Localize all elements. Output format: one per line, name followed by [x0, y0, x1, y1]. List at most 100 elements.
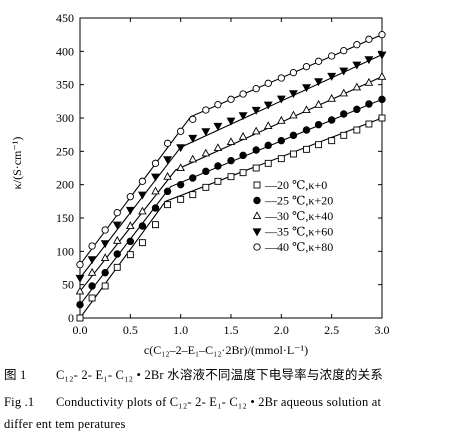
data-point [277, 74, 285, 82]
data-point [377, 51, 387, 60]
data-point [364, 77, 374, 86]
data-point [201, 128, 211, 137]
data-point [327, 72, 337, 81]
data-point [239, 90, 247, 98]
y-tick-label: 400 [56, 44, 74, 58]
data-point [327, 116, 336, 124]
caption-cn-label: 图 1 [4, 368, 27, 382]
data-point [138, 177, 147, 185]
data-point [327, 93, 336, 102]
y-tick-label: 450 [56, 11, 74, 25]
data-point [289, 131, 298, 140]
data-point [264, 141, 272, 150]
fit-line [79, 54, 383, 279]
data-point [126, 251, 134, 259]
data-point [100, 240, 110, 249]
data-point [340, 131, 348, 139]
fit-line [79, 117, 383, 319]
fit-line [79, 34, 383, 265]
data-point [214, 162, 222, 170]
data-point [252, 85, 260, 93]
series-5 [76, 31, 386, 269]
plot-frame [79, 17, 383, 319]
data-point [339, 88, 349, 97]
data-point [238, 112, 248, 121]
data-point [365, 100, 373, 108]
legend-item: —30 ℃,κ+40 [252, 209, 333, 223]
legend: —20 ℃,κ+0 —25 ℃,κ+20—30 ℃,κ+40 —35 ℃,κ+60—… [252, 178, 333, 254]
data-point [252, 146, 260, 154]
data-point [75, 274, 85, 283]
data-point [302, 105, 311, 114]
data-point [339, 67, 349, 76]
data-point [125, 206, 135, 215]
data-point [151, 173, 160, 182]
data-point [151, 204, 160, 212]
data-point [365, 120, 373, 128]
legend-label: —35 ℃,κ+60 [264, 225, 333, 239]
data-point [138, 222, 147, 230]
y-tick-label: 200 [56, 178, 74, 192]
legend-item: —25 ℃,κ+20 [253, 194, 333, 208]
data-point [87, 267, 97, 276]
data-point [314, 99, 323, 108]
legend-item: —35 ℃,κ+60 [252, 225, 333, 239]
data-point [340, 110, 348, 118]
data-point [151, 159, 160, 167]
data-point [328, 137, 336, 145]
data-point [76, 300, 84, 309]
data-point [163, 187, 172, 196]
data-point [126, 193, 134, 201]
series-1 [76, 114, 386, 322]
data-point [263, 121, 273, 130]
data-point [227, 173, 235, 181]
data-point [238, 131, 248, 140]
data-point [252, 164, 260, 172]
data-point [340, 47, 348, 55]
y-tick-label: 250 [56, 144, 74, 158]
data-point [113, 250, 121, 258]
data-point [176, 163, 185, 172]
data-point [378, 114, 386, 122]
axes: 0.0 0.5 1.0 1.5 2.0 2.5 3.0 0 50 100 150 200 250 300 3… [56, 11, 390, 337]
data-point [353, 126, 361, 134]
x-tick-label: 0.0 [73, 323, 88, 337]
data-points [75, 31, 387, 322]
data-point [100, 253, 110, 262]
x-axis-label: c(C₁₂–2–E₁–C₁₂·2Br)/(mmol·L⁻¹) [144, 343, 308, 357]
caption-en-text: Conductivity plots of C₁₂- 2- E₁- C₁₂ • … [56, 395, 382, 409]
data-point [315, 141, 323, 149]
data-point [264, 79, 272, 87]
legend-label: —25 ℃,κ+20 [264, 194, 333, 208]
data-point [214, 177, 222, 185]
data-point [202, 167, 210, 176]
y-tick-label: 300 [56, 111, 74, 125]
caption-en-continued: differ ent tem peratures [4, 417, 126, 432]
data-point [302, 84, 311, 93]
legend-item: —40 ℃,κ+80 [253, 240, 333, 254]
caption-cn-text: C₁₂- 2- E₁- C₁₂ • 2Br 水溶液不同温度下电导率与浓度的关系 [56, 368, 384, 382]
data-point [137, 191, 147, 200]
fit-line [79, 76, 383, 292]
data-point [377, 71, 387, 80]
data-point [101, 282, 109, 290]
series-2 [76, 95, 386, 309]
data-point [152, 221, 159, 229]
legend-marker [252, 211, 262, 220]
data-point [126, 237, 135, 246]
caption-en-text-2: differ ent tem peratures [4, 417, 126, 431]
data-point [87, 256, 97, 265]
data-point [263, 101, 273, 110]
data-point [189, 191, 197, 199]
data-point [88, 282, 96, 290]
data-point [328, 52, 336, 60]
data-point [289, 69, 298, 77]
y-axis-label: κ/(S·cm⁻¹) [10, 137, 24, 190]
data-point [213, 143, 223, 152]
data-point [227, 95, 235, 103]
y-tick-label: 150 [56, 211, 74, 225]
legend-marker [253, 243, 261, 251]
x-tick-label: 3.0 [375, 323, 390, 337]
conductivity-chart: 0.0 0.5 1.0 1.5 2.0 2.5 3.0 0 50 100 150 200 250 300 3… [10, 11, 390, 357]
legend-label: —40 ℃,κ+80 [264, 240, 333, 254]
